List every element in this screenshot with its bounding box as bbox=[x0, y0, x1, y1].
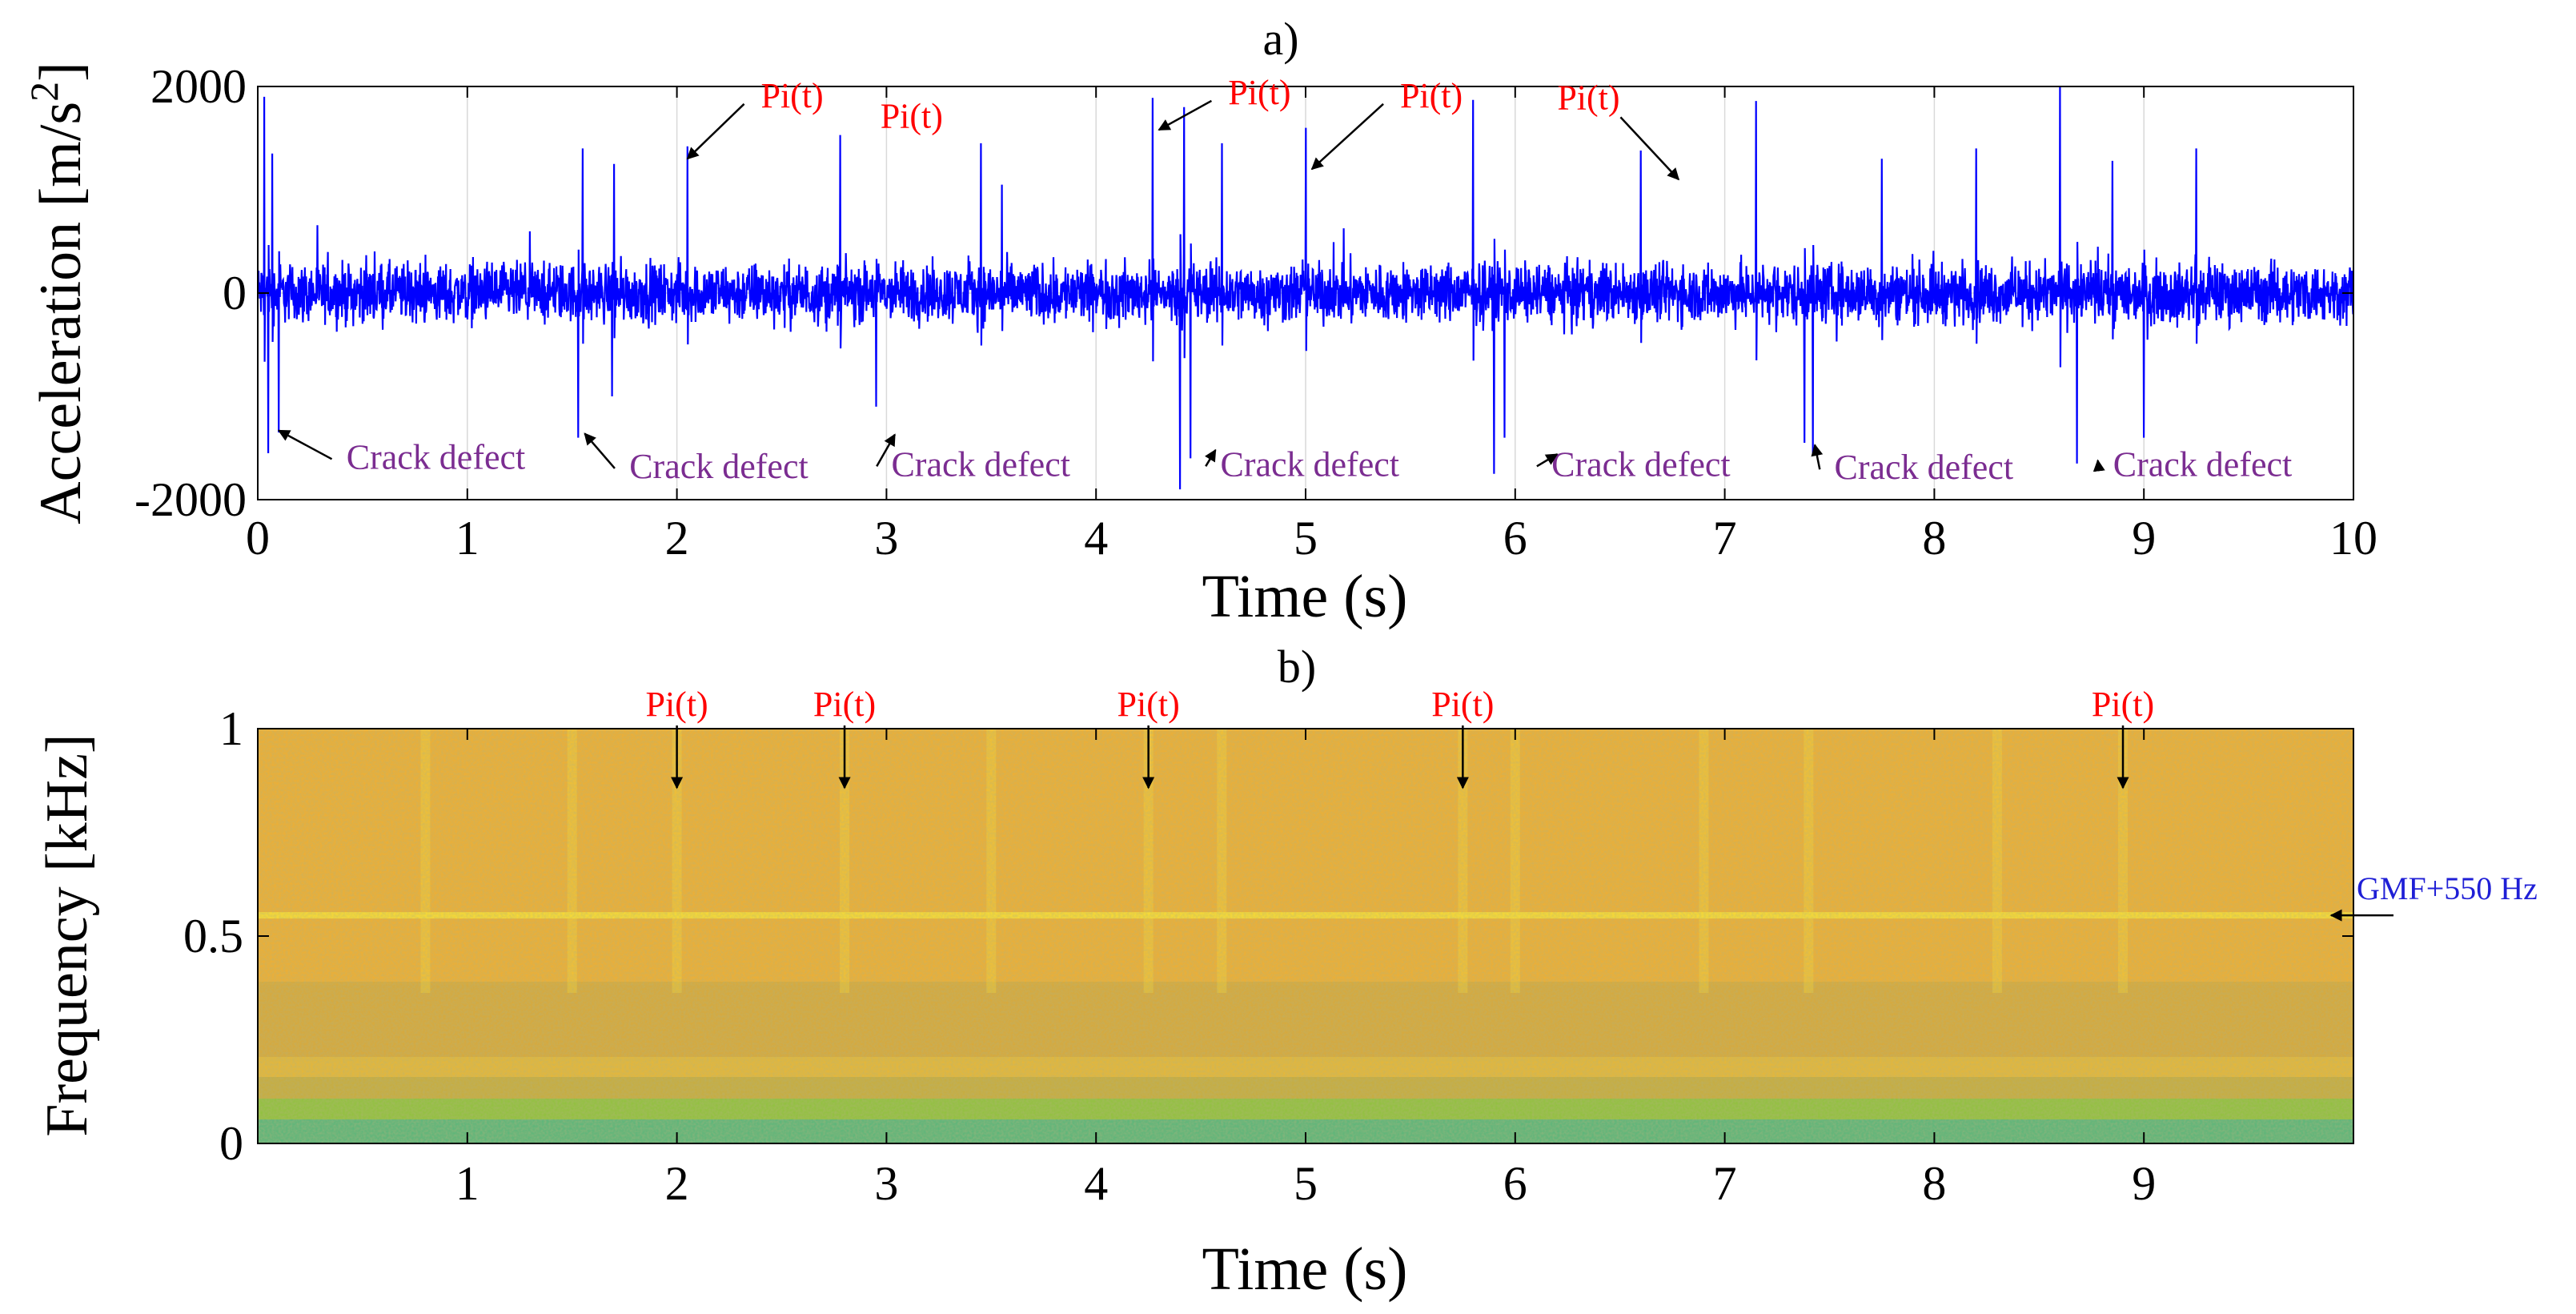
spectrogram-texture bbox=[258, 729, 2353, 1143]
gmf-band-label: GMF+550 Hz bbox=[2357, 870, 2538, 906]
crack-defect-arrow bbox=[1536, 453, 1559, 468]
crack-defect-arrow bbox=[2092, 459, 2105, 472]
panel-b-annotations: Pi(t) Pi(t) Pi(t) Pi(t) Pi(t) GMF+550 Hz bbox=[645, 685, 2538, 922]
panel-a-ytick-label: 0 bbox=[223, 267, 247, 319]
pi-t-label-b: Pi(t) bbox=[1431, 685, 1494, 724]
panel-a-ylabel-base: Acceleration [m/s bbox=[28, 102, 94, 524]
panel-a-xtick-label: 7 bbox=[1713, 512, 1737, 565]
panel-b-xtick-label: 9 bbox=[2132, 1157, 2156, 1210]
crack-defect-label: Crack defect bbox=[1835, 448, 2014, 487]
panel-a-xtick-label: 0 bbox=[246, 512, 270, 565]
panel-a-ylabel: Acceleration [m/s2] bbox=[22, 62, 94, 524]
panel-a-xtick-label: 8 bbox=[1922, 512, 1946, 565]
pi-t-arrow bbox=[1158, 99, 1213, 131]
crack-defect-arrow bbox=[584, 432, 616, 469]
panel-b-xtick-label: 7 bbox=[1713, 1157, 1737, 1210]
panel-b-xtick-label: 4 bbox=[1084, 1157, 1108, 1210]
panel-b-ticks: 1 2 3 4 5 6 7 8 9 0 0.5 1 bbox=[183, 702, 2353, 1210]
panel-b-xtick-label: 8 bbox=[1922, 1157, 1946, 1210]
pi-t-label-b: Pi(t) bbox=[1117, 685, 1180, 724]
panel-a-label: a) bbox=[1262, 13, 1298, 65]
pi-t-label: Pi(t) bbox=[1400, 76, 1463, 115]
panel-b-xlabel: Time (s) bbox=[1202, 1236, 1408, 1303]
crack-defect-arrow bbox=[1205, 448, 1217, 467]
panel-a-ylabel-superscript: 2 bbox=[22, 82, 66, 102]
panel-a-xtick-label: 5 bbox=[1294, 512, 1318, 565]
panel-a-xtick-label: 10 bbox=[2329, 512, 2377, 565]
crack-defect-label: Crack defect bbox=[1220, 444, 1399, 484]
pi-t-label-b: Pi(t) bbox=[2092, 685, 2154, 724]
crack-defect-label: Crack defect bbox=[347, 437, 526, 476]
crack-defect-label: Crack defect bbox=[2113, 444, 2293, 484]
panel-a-ylabel-end: ] bbox=[28, 62, 94, 82]
panel-a-ytick-label: 2000 bbox=[150, 60, 247, 113]
panel-a-xtick-label: 1 bbox=[455, 512, 479, 565]
panel-b-xtick-label: 6 bbox=[1503, 1157, 1527, 1210]
panel-b-xtick-label: 2 bbox=[665, 1157, 689, 1210]
crack-defect-label: Crack defect bbox=[629, 447, 809, 486]
pi-t-label: Pi(t) bbox=[881, 97, 943, 136]
panel-b-spectrogram: b) 1 2 3 4 5 6 7 8 9 0 0.5 1 Time (s) Frequency [kH… bbox=[34, 641, 2538, 1303]
pi-t-label: Pi(t) bbox=[1557, 78, 1619, 117]
panel-b-ytick-label: 1 bbox=[219, 702, 243, 755]
panel-a-ytick-label: -2000 bbox=[134, 473, 247, 526]
panel-a-xtick-label: 3 bbox=[874, 512, 898, 565]
crack-defect-arrow bbox=[277, 429, 333, 460]
crack-defect-label: Crack defect bbox=[1551, 444, 1731, 484]
panel-b-xtick-label: 3 bbox=[874, 1157, 898, 1210]
panel-a-xtick-label: 2 bbox=[665, 512, 689, 565]
panel-b-xtick-label: 1 bbox=[455, 1157, 479, 1210]
pi-t-arrow bbox=[1310, 102, 1384, 171]
pi-t-label: Pi(t) bbox=[760, 76, 823, 115]
pi-t-arrow bbox=[1619, 116, 1680, 181]
panel-a-annotations: Pi(t) Pi(t) Pi(t) Pi(t) Pi(t) Crack defect Cra… bbox=[277, 73, 2293, 487]
acceleration-signal-line bbox=[258, 86, 2353, 490]
panel-a-xtick-label: 6 bbox=[1503, 512, 1527, 565]
panel-a-xlabel: Time (s) bbox=[1202, 563, 1408, 630]
panel-b-ytick-label: 0 bbox=[219, 1117, 243, 1170]
pi-t-label-b: Pi(t) bbox=[813, 685, 876, 724]
pi-t-label: Pi(t) bbox=[1228, 73, 1290, 112]
panel-a-xtick-label: 9 bbox=[2132, 512, 2156, 565]
panel-a-xtick-label: 4 bbox=[1084, 512, 1108, 565]
panel-b-xtick-label: 5 bbox=[1294, 1157, 1318, 1210]
pi-t-arrow bbox=[686, 102, 745, 160]
panel-b-ylabel: Frequency [kHz] bbox=[34, 733, 100, 1136]
crack-defect-label: Crack defect bbox=[891, 444, 1070, 484]
pi-t-label-b: Pi(t) bbox=[645, 685, 708, 724]
crack-defect-arrow bbox=[1811, 444, 1824, 470]
panel-b-label: b) bbox=[1278, 641, 1316, 693]
panel-b-ytick-label: 0.5 bbox=[183, 910, 243, 962]
crack-defect-arrow bbox=[876, 433, 896, 467]
